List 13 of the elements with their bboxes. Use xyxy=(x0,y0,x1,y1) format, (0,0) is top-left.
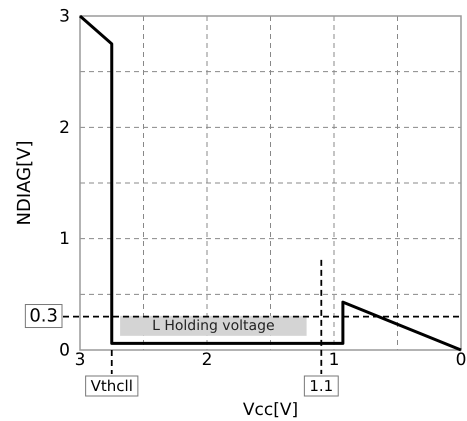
ref-line-label: Vthcll xyxy=(90,377,133,395)
x-axis-title: Vcc[V] xyxy=(242,400,298,420)
x-tick-label: 1 xyxy=(328,350,340,370)
y-tick-label: 1 xyxy=(59,229,70,250)
ref-line-label: 1.1 xyxy=(309,377,334,395)
x-tick-label: 0 xyxy=(456,350,466,370)
ref-line-label: 0.3 xyxy=(29,306,58,327)
x-tick-label: 2 xyxy=(202,350,212,370)
y-tick-label: 2 xyxy=(59,118,70,138)
x-tick-label: 3 xyxy=(74,350,86,370)
annotation: L Holding voltage xyxy=(152,318,275,334)
y-tick-label: 3 xyxy=(59,6,70,26)
y-axis-title: NDIAG[V] xyxy=(14,140,35,226)
